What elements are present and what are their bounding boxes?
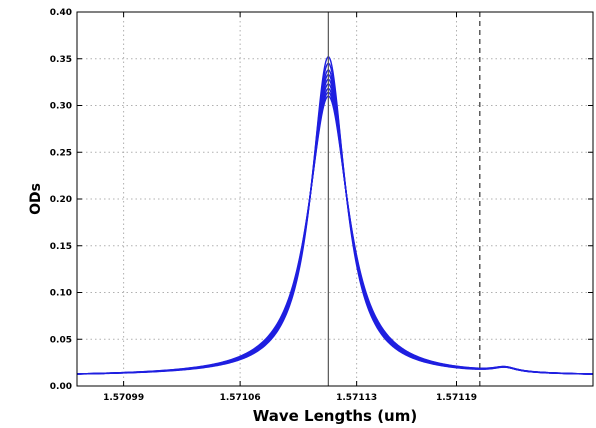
y-tick-label: 0.00 [50, 382, 72, 392]
y-tick-label: 0.35 [50, 55, 72, 65]
series-line-5 [76, 78, 594, 375]
x-axis-label: Wave Lengths (um) [253, 407, 417, 425]
series-line-8 [76, 91, 594, 375]
y-tick-label: 0.15 [50, 242, 72, 252]
series-group [76, 56, 594, 375]
y-tick-label: 0.05 [50, 335, 72, 345]
series-line-9 [76, 95, 594, 375]
y-tick-label: 0.10 [50, 289, 72, 299]
reference-lines [327, 12, 481, 386]
y-tick-label: 0.25 [50, 148, 72, 158]
ticks: 0.00 0.05 0.10 0.15 0.20 0.25 0.30 0.35 0.40 1.57… [50, 8, 593, 403]
series-line-4 [76, 74, 594, 375]
series-line-6 [76, 83, 594, 375]
grid [77, 12, 593, 386]
y-axis-label: ODs [28, 183, 44, 215]
x-tick-label: 1.57113 [336, 393, 377, 403]
series-line-7 [76, 88, 594, 375]
x-tick-label: 1.57099 [103, 393, 144, 403]
x-tick-label: 1.57106 [220, 393, 261, 403]
x-tick-label: 1.57119 [436, 393, 477, 403]
y-tick-label: 0.30 [50, 102, 72, 112]
y-tick-label: 0.40 [50, 8, 72, 18]
y-tick-label: 0.20 [50, 195, 72, 205]
